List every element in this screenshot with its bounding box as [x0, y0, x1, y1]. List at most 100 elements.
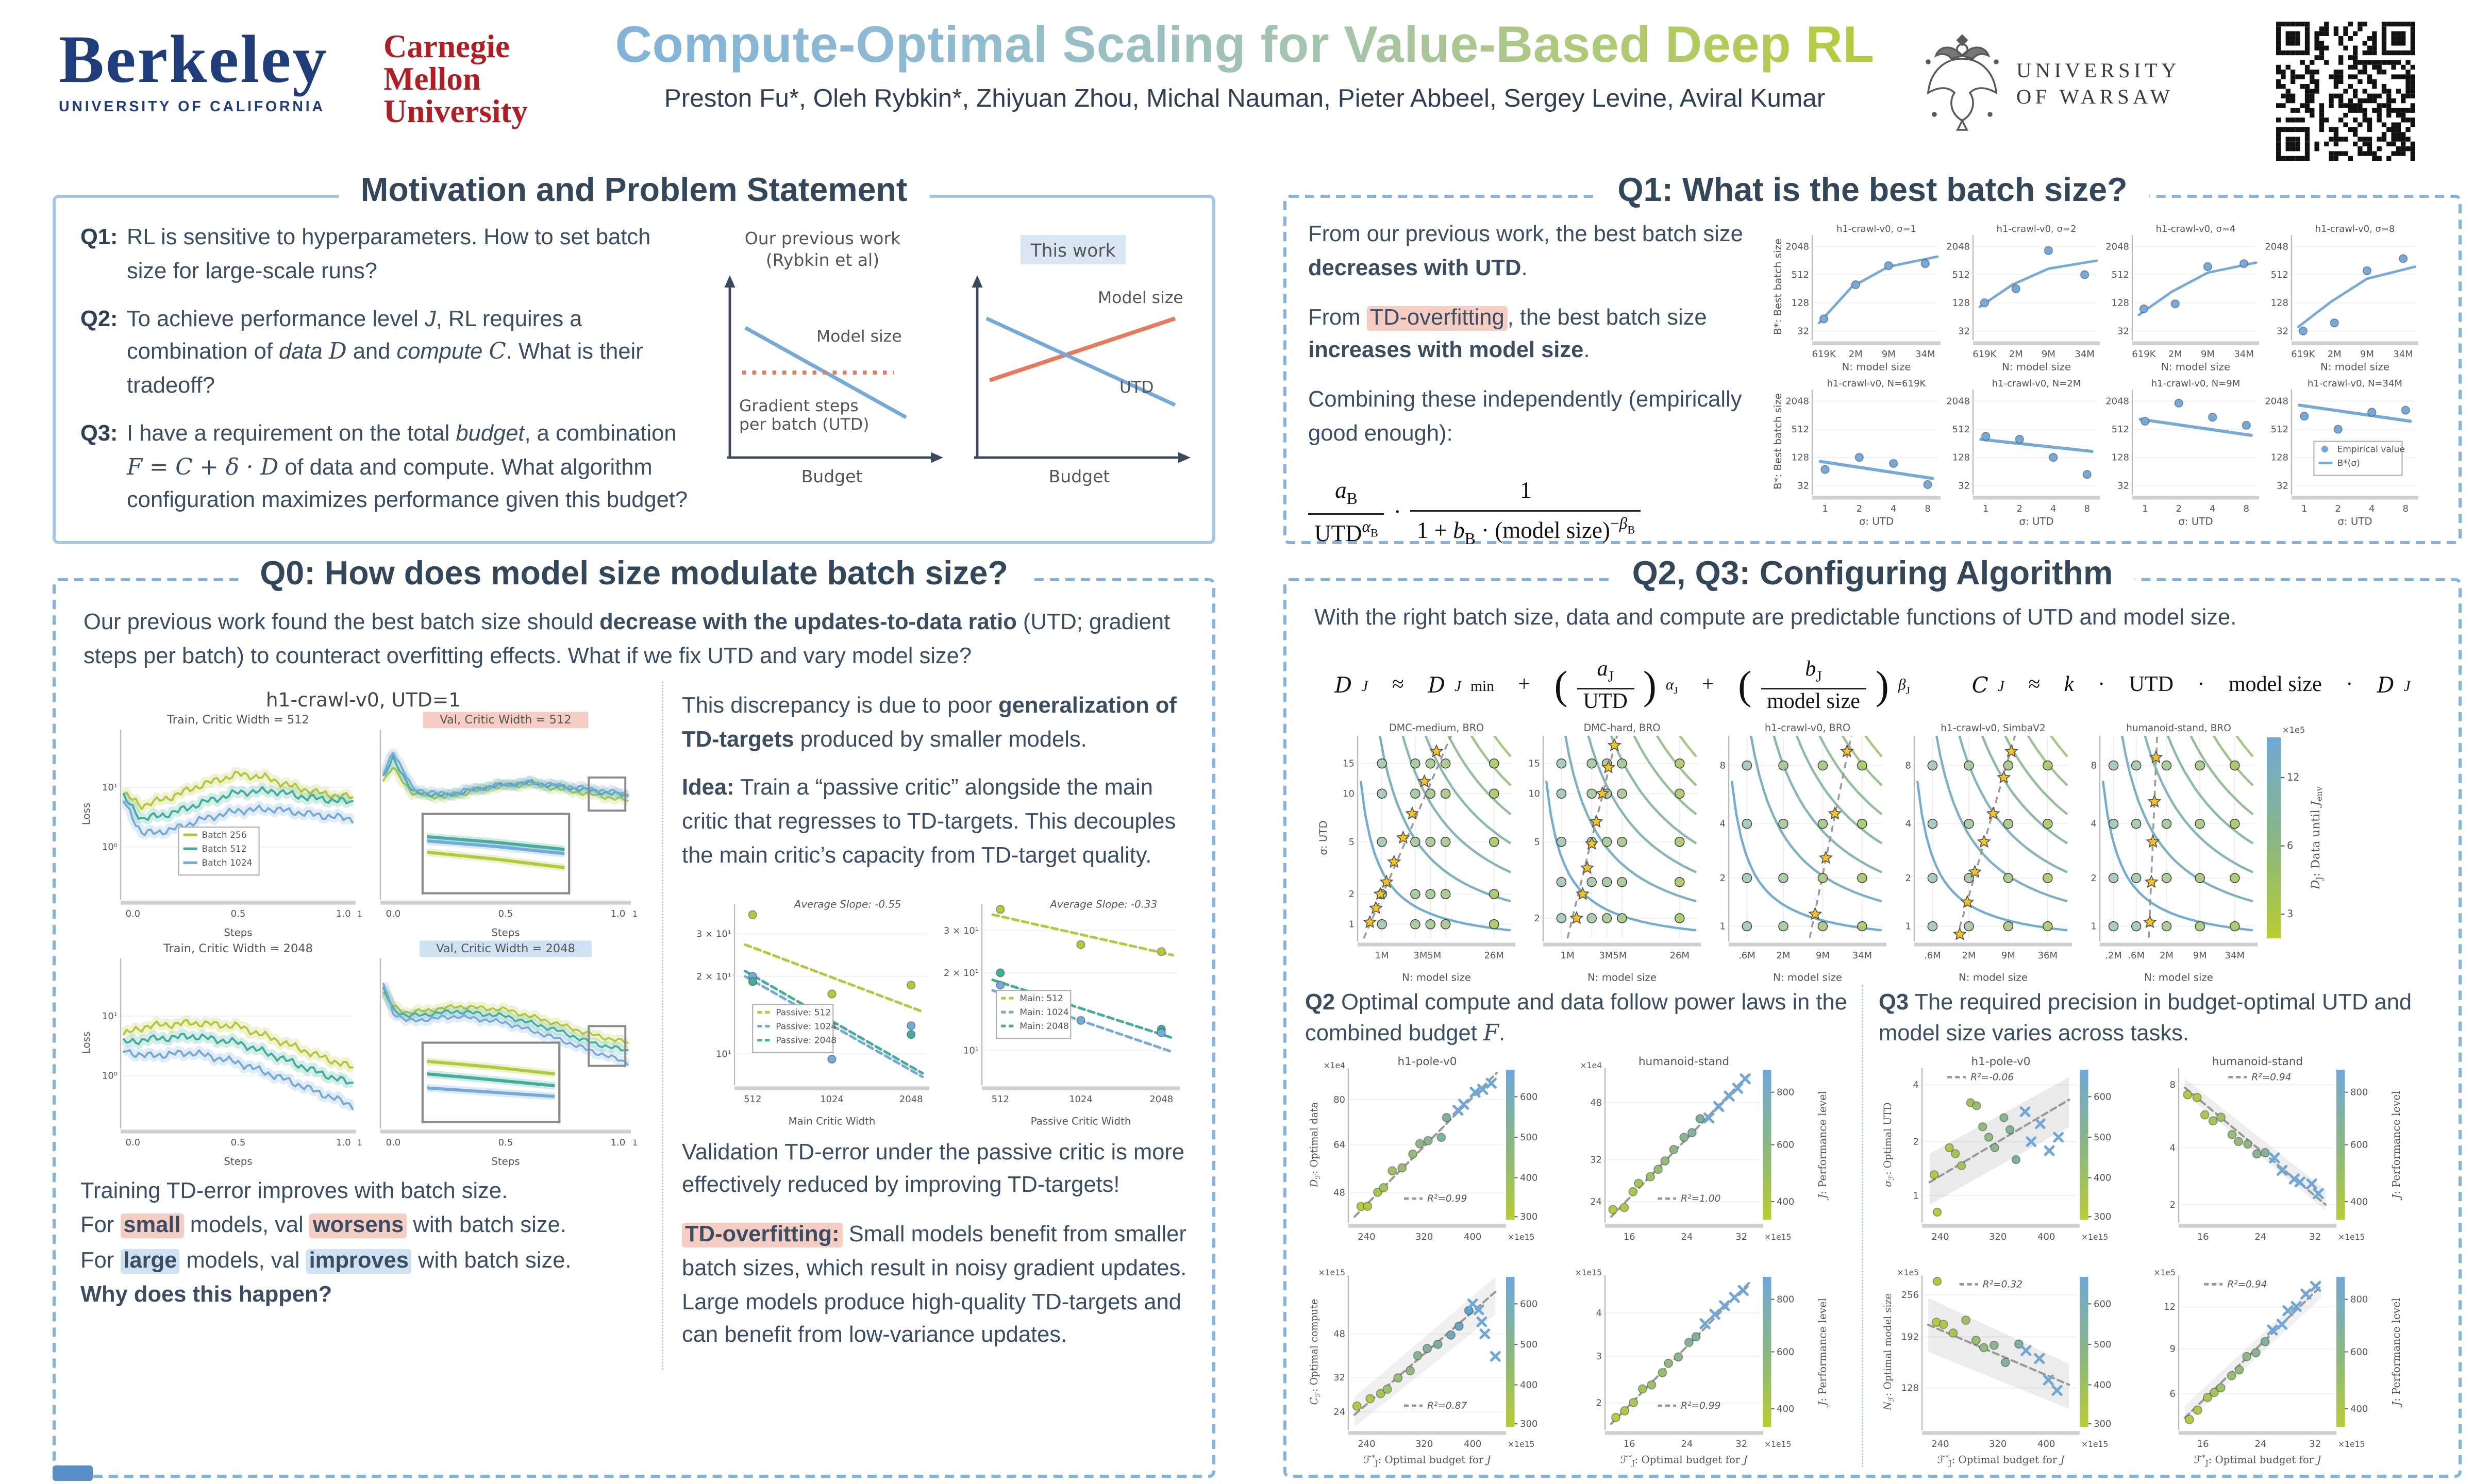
svg-text:R²=0.94: R²=0.94 — [2251, 1073, 2291, 1084]
svg-text:9: 9 — [2170, 1344, 2176, 1355]
chart-contour-humanoid-stand-bro: humanoid-stand, BRO 8 4 2 1 .2M .6M 2M 9M 34M N: m… — [2091, 722, 2258, 983]
svg-text:600: 600 — [2094, 1300, 2111, 1310]
svg-text:1: 1 — [1983, 503, 1988, 514]
svg-text:512: 512 — [992, 1093, 1009, 1104]
authors-line: Preston Fu*, Oleh Rybkin*, Zhiyuan Zhou,… — [664, 85, 1826, 113]
svg-text:128: 128 — [1901, 1384, 1919, 1394]
svg-text:24: 24 — [1681, 1439, 1693, 1450]
header: Berkeley UNIVERSITY OF CALIFORNIA Carneg… — [0, 0, 2474, 182]
utd-label: UTD — [1119, 378, 1154, 397]
svg-text:128: 128 — [1792, 298, 1809, 309]
svg-text:300: 300 — [1520, 1419, 1537, 1430]
svg-text:4: 4 — [2091, 818, 2097, 829]
svg-text:Passive: 512: Passive: 512 — [776, 1007, 831, 1018]
svg-text:×1e4: ×1e4 — [1323, 1061, 1345, 1071]
svg-text:×1e15: ×1e15 — [2338, 1233, 2365, 1242]
svg-text:0.0: 0.0 — [386, 1137, 401, 1148]
svg-text:N: model size: N: model size — [1959, 971, 2028, 983]
svg-text:12: 12 — [2164, 1302, 2176, 1313]
svg-text:2: 2 — [2176, 503, 2182, 514]
svg-text:600: 600 — [2094, 1092, 2111, 1103]
chart-contour-dmc-hard-bro: DMC-hard, BRO 15 10 5 2 1M 3M5M 26M N: model siz… — [1528, 721, 1701, 983]
svg-text:2M: 2M — [2328, 349, 2342, 360]
svg-text:1024: 1024 — [1069, 1093, 1093, 1104]
cmu-line: Mellon — [383, 60, 481, 97]
svg-text:R²=0.99: R²=0.99 — [1427, 1194, 1467, 1205]
chart-slope-main-critic-width: 3 × 10¹ 2 × 10¹ 10¹ 512 1024 2048 Main Critic … — [696, 898, 929, 1127]
loss-figure-suptitle: h1-crawl-v0, UTD=1 — [265, 687, 461, 711]
svg-text:2: 2 — [1534, 913, 1540, 923]
svg-text:R²=1.00: R²=1.00 — [1681, 1194, 1720, 1205]
q0-conclusion-line: For large models, val improves with batc… — [80, 1249, 572, 1274]
svg-text:128: 128 — [2112, 452, 2129, 463]
svg-text:2: 2 — [2335, 503, 2341, 514]
svg-text:1.0: 1.0 — [336, 908, 351, 919]
svg-text:128: 128 — [2112, 298, 2129, 309]
svg-text:Passive Critic Width: Passive Critic Width — [1031, 1115, 1131, 1127]
svg-text:h1-crawl-v0, σ=1: h1-crawl-v0, σ=1 — [1836, 224, 1916, 234]
svg-text:ℱ*J: Optimal budget for J: ℱ*J: Optimal budget for J — [1364, 1455, 1492, 1468]
svg-text:ℱ*J: Optimal budget for J: ℱ*J: Optimal budget for J — [1937, 1455, 2065, 1468]
svg-text:2048: 2048 — [2105, 396, 2129, 407]
svg-text:3: 3 — [2287, 908, 2293, 920]
svg-text:1e6: 1e6 — [632, 1138, 637, 1148]
svg-text:32: 32 — [1590, 1155, 1602, 1166]
svg-text:h1-pole-v0: h1-pole-v0 — [1971, 1056, 2030, 1069]
svg-text:2048: 2048 — [1785, 396, 1809, 407]
svg-text:1e6: 1e6 — [357, 1138, 362, 1148]
svg-text:4: 4 — [1905, 818, 1911, 829]
cmu-line: Carnegie — [383, 28, 510, 65]
svg-text:Main Critic Width: Main Critic Width — [789, 1115, 876, 1127]
utd-label: per batch (UTD) — [739, 415, 869, 434]
svg-text:500: 500 — [2094, 1340, 2111, 1351]
svg-text:1M: 1M — [1375, 950, 1389, 960]
svg-text:400: 400 — [2037, 1439, 2055, 1450]
svg-text:32: 32 — [1735, 1232, 1747, 1243]
q2-column: Q2 Optimal compute and data follow power… — [1305, 984, 1849, 1468]
svg-text:.2M: .2M — [2105, 950, 2122, 960]
svg-text:Dℱ: Optimal data: Dℱ: Optimal data — [1308, 1103, 1322, 1188]
q1-text: RL is sensitive to hyperparameters. How … — [127, 226, 651, 284]
svg-text:N: model size: N: model size — [1842, 361, 1911, 373]
svg-text:10¹: 10¹ — [102, 782, 118, 793]
chart-bstar-vs-modelsize-utd8: h1-crawl-v0, σ=8 2048 512 128 32 619K 2M 9M 34M N… — [2265, 224, 2418, 373]
svg-text:Val, Critic Width = 2048: Val, Critic Width = 2048 — [436, 942, 575, 955]
svg-text:2: 2 — [1720, 872, 1726, 883]
svg-text:2: 2 — [1349, 889, 1355, 900]
svg-text:32: 32 — [2309, 1232, 2321, 1243]
svg-text:0.0: 0.0 — [125, 908, 140, 919]
berkeley-logo: Berkeley UNIVERSITY OF CALIFORNIA — [59, 24, 328, 116]
svg-text:Loss: Loss — [80, 803, 92, 825]
chart-train-loss-width2048: Train, Critic Width = 2048 10¹ 10⁰ 0.0 0.5 1.… — [80, 942, 362, 1168]
svg-text:300: 300 — [1520, 1212, 1537, 1223]
contour-row: DMC-medium, BRO 15 10 5 2 1 1M 3M5M 26M N: model … — [1286, 718, 2459, 984]
svg-text:Average Slope: -0.33: Average Slope: -0.33 — [1049, 898, 1157, 909]
svg-text:DJ: Data until Jenv: DJ: Data until Jenv — [2309, 786, 2324, 890]
svg-text:1024: 1024 — [820, 1093, 844, 1104]
svg-text:26M: 26M — [1670, 950, 1690, 960]
svg-text:h1-pole-v0: h1-pole-v0 — [1397, 1056, 1457, 1069]
q3-header: Q3 The required precision in budget-opti… — [1879, 990, 2412, 1047]
svg-text:h1-crawl-v0, σ=2: h1-crawl-v0, σ=2 — [1997, 224, 2077, 234]
svg-text:Batch 256: Batch 256 — [202, 830, 247, 840]
svg-text:32: 32 — [2277, 326, 2288, 336]
svg-text:300: 300 — [2094, 1419, 2111, 1430]
question-q2: Q2: To achieve performance level J, RL r… — [80, 304, 690, 405]
svg-text:This work: This work — [1030, 241, 1116, 261]
svg-text:h1-crawl-v0, BRO: h1-crawl-v0, BRO — [1765, 721, 1850, 733]
q2-label: Q2: — [80, 307, 118, 332]
svg-text:32: 32 — [1958, 326, 1970, 336]
svg-text:9M: 9M — [1816, 950, 1830, 960]
chart-bstar-vs-utd-n34m: h1-crawl-v0, N=34M 2048 512 128 32 1 2 4 8 σ: UTD… — [2265, 378, 2418, 528]
svg-text:10¹: 10¹ — [716, 1048, 731, 1059]
svg-text:DMC-hard, BRO: DMC-hard, BRO — [1583, 721, 1660, 733]
svg-text:Steps: Steps — [491, 1155, 520, 1167]
svg-text:×1e15: ×1e15 — [1764, 1440, 1791, 1449]
svg-text:Steps: Steps — [491, 926, 520, 938]
svg-text:×1e15: ×1e15 — [1764, 1233, 1791, 1242]
svg-text:10: 10 — [1343, 788, 1355, 799]
uw-name: UNIVERSITY OF WARSAW — [2016, 57, 2180, 110]
svg-text:2M: 2M — [1962, 950, 1976, 960]
